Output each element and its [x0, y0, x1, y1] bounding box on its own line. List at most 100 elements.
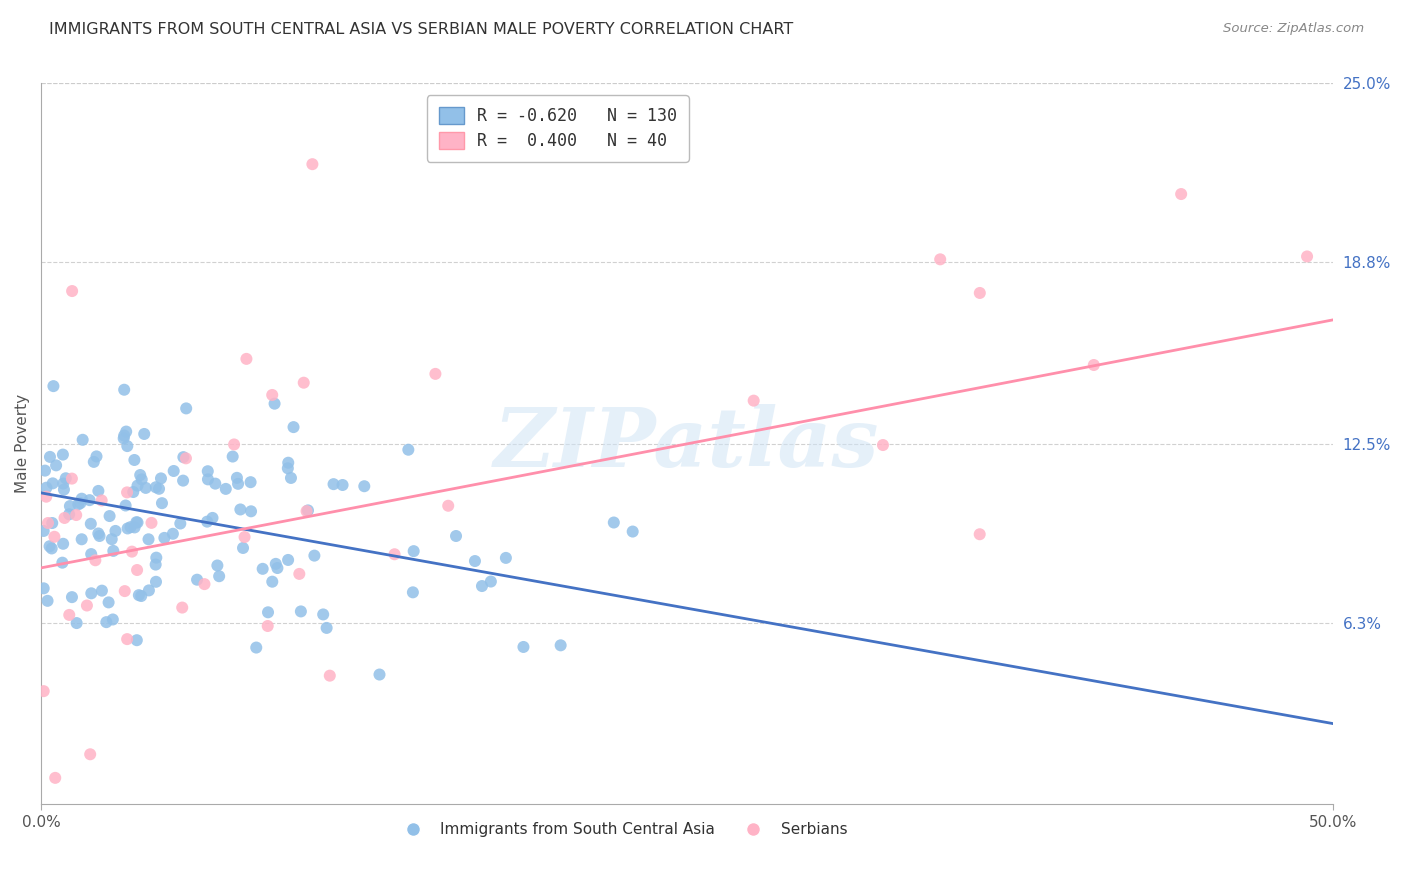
- Serbians: [301, 157, 323, 171]
- Serbians: [44, 530, 66, 544]
- Immigrants from South Central Asia: [72, 433, 94, 447]
- Serbians: [37, 516, 59, 530]
- Immigrants from South Central Asia: [51, 556, 73, 570]
- Immigrants from South Central Asia: [129, 468, 152, 483]
- Immigrants from South Central Asia: [195, 515, 218, 529]
- Immigrants from South Central Asia: [45, 458, 67, 473]
- Serbians: [384, 547, 406, 561]
- Serbians: [288, 566, 311, 581]
- Immigrants from South Central Asia: [58, 508, 80, 522]
- Immigrants from South Central Asia: [52, 537, 75, 551]
- Immigrants from South Central Asia: [124, 520, 146, 534]
- Immigrants from South Central Asia: [39, 450, 62, 464]
- Serbians: [115, 485, 138, 500]
- Immigrants from South Central Asia: [277, 461, 299, 475]
- Immigrants from South Central Asia: [37, 594, 59, 608]
- Immigrants from South Central Asia: [41, 541, 63, 556]
- Serbians: [1170, 187, 1192, 202]
- Serbians: [90, 493, 112, 508]
- Immigrants from South Central Asia: [129, 589, 152, 603]
- Immigrants from South Central Asia: [322, 477, 344, 491]
- Immigrants from South Central Asia: [621, 524, 644, 539]
- Immigrants from South Central Asia: [312, 607, 335, 622]
- Serbians: [76, 599, 98, 613]
- Immigrants from South Central Asia: [464, 554, 486, 568]
- Immigrants from South Central Asia: [69, 496, 91, 510]
- Immigrants from South Central Asia: [197, 464, 219, 478]
- Immigrants from South Central Asia: [52, 476, 75, 491]
- Immigrants from South Central Asia: [245, 640, 267, 655]
- Immigrants from South Central Asia: [169, 516, 191, 531]
- Immigrants from South Central Asia: [145, 550, 167, 565]
- Immigrants from South Central Asia: [283, 420, 305, 434]
- Serbians: [35, 490, 58, 504]
- Immigrants from South Central Asia: [304, 549, 326, 563]
- Serbians: [1296, 249, 1319, 263]
- Immigrants from South Central Asia: [125, 633, 148, 648]
- Immigrants from South Central Asia: [117, 439, 139, 453]
- Immigrants from South Central Asia: [115, 425, 138, 439]
- Immigrants from South Central Asia: [125, 515, 148, 529]
- Serbians: [32, 684, 55, 698]
- Immigrants from South Central Asia: [55, 471, 77, 485]
- Immigrants from South Central Asia: [70, 533, 93, 547]
- Immigrants from South Central Asia: [186, 573, 208, 587]
- Immigrants from South Central Asia: [96, 615, 118, 629]
- Immigrants from South Central Asia: [112, 428, 135, 442]
- Immigrants from South Central Asia: [145, 480, 167, 494]
- Immigrants from South Central Asia: [34, 464, 56, 478]
- Immigrants from South Central Asia: [226, 476, 249, 491]
- Immigrants from South Central Asia: [240, 504, 263, 518]
- Immigrants from South Central Asia: [83, 455, 105, 469]
- Immigrants from South Central Asia: [79, 493, 101, 508]
- Serbians: [114, 584, 136, 599]
- Immigrants from South Central Asia: [172, 474, 194, 488]
- Immigrants from South Central Asia: [257, 605, 280, 619]
- Serbians: [58, 607, 80, 622]
- Immigrants from South Central Asia: [32, 582, 55, 596]
- Serbians: [1083, 358, 1105, 372]
- Immigrants from South Central Asia: [221, 450, 243, 464]
- Immigrants from South Central Asia: [229, 502, 252, 516]
- Immigrants from South Central Asia: [120, 520, 142, 534]
- Immigrants from South Central Asia: [32, 524, 55, 538]
- Serbians: [742, 393, 765, 408]
- Immigrants from South Central Asia: [131, 472, 153, 486]
- Immigrants from South Central Asia: [353, 479, 375, 493]
- Serbians: [115, 632, 138, 647]
- Serbians: [141, 516, 163, 530]
- Serbians: [193, 577, 215, 591]
- Immigrants from South Central Asia: [127, 516, 149, 530]
- Immigrants from South Central Asia: [208, 569, 231, 583]
- Immigrants from South Central Asia: [201, 511, 224, 525]
- Immigrants from South Central Asia: [135, 481, 157, 495]
- Serbians: [872, 438, 894, 452]
- Serbians: [65, 508, 87, 522]
- Immigrants from South Central Asia: [172, 450, 194, 464]
- Immigrants from South Central Asia: [100, 532, 122, 546]
- Serbians: [425, 367, 447, 381]
- Immigrants from South Central Asia: [138, 533, 160, 547]
- Immigrants from South Central Asia: [204, 476, 226, 491]
- Immigrants from South Central Asia: [89, 529, 111, 543]
- Immigrants from South Central Asia: [226, 471, 249, 485]
- Immigrants from South Central Asia: [70, 491, 93, 506]
- Serbians: [60, 472, 83, 486]
- Immigrants from South Central Asia: [263, 397, 285, 411]
- Serbians: [423, 128, 446, 143]
- Immigrants from South Central Asia: [162, 526, 184, 541]
- Immigrants from South Central Asia: [149, 471, 172, 485]
- Immigrants from South Central Asia: [66, 616, 89, 631]
- Immigrants from South Central Asia: [60, 590, 83, 604]
- Text: IMMIGRANTS FROM SOUTH CENTRAL ASIA VS SERBIAN MALE POVERTY CORRELATION CHART: IMMIGRANTS FROM SOUTH CENTRAL ASIA VS SE…: [49, 22, 793, 37]
- Immigrants from South Central Asia: [264, 557, 287, 571]
- Y-axis label: Male Poverty: Male Poverty: [15, 394, 30, 493]
- Immigrants from South Central Asia: [512, 640, 534, 654]
- Immigrants from South Central Asia: [207, 558, 229, 573]
- Immigrants from South Central Asia: [112, 431, 135, 445]
- Immigrants from South Central Asia: [145, 558, 167, 572]
- Immigrants from South Central Asia: [262, 574, 284, 589]
- Serbians: [84, 553, 107, 567]
- Immigrants from South Central Asia: [315, 621, 337, 635]
- Serbians: [222, 437, 245, 451]
